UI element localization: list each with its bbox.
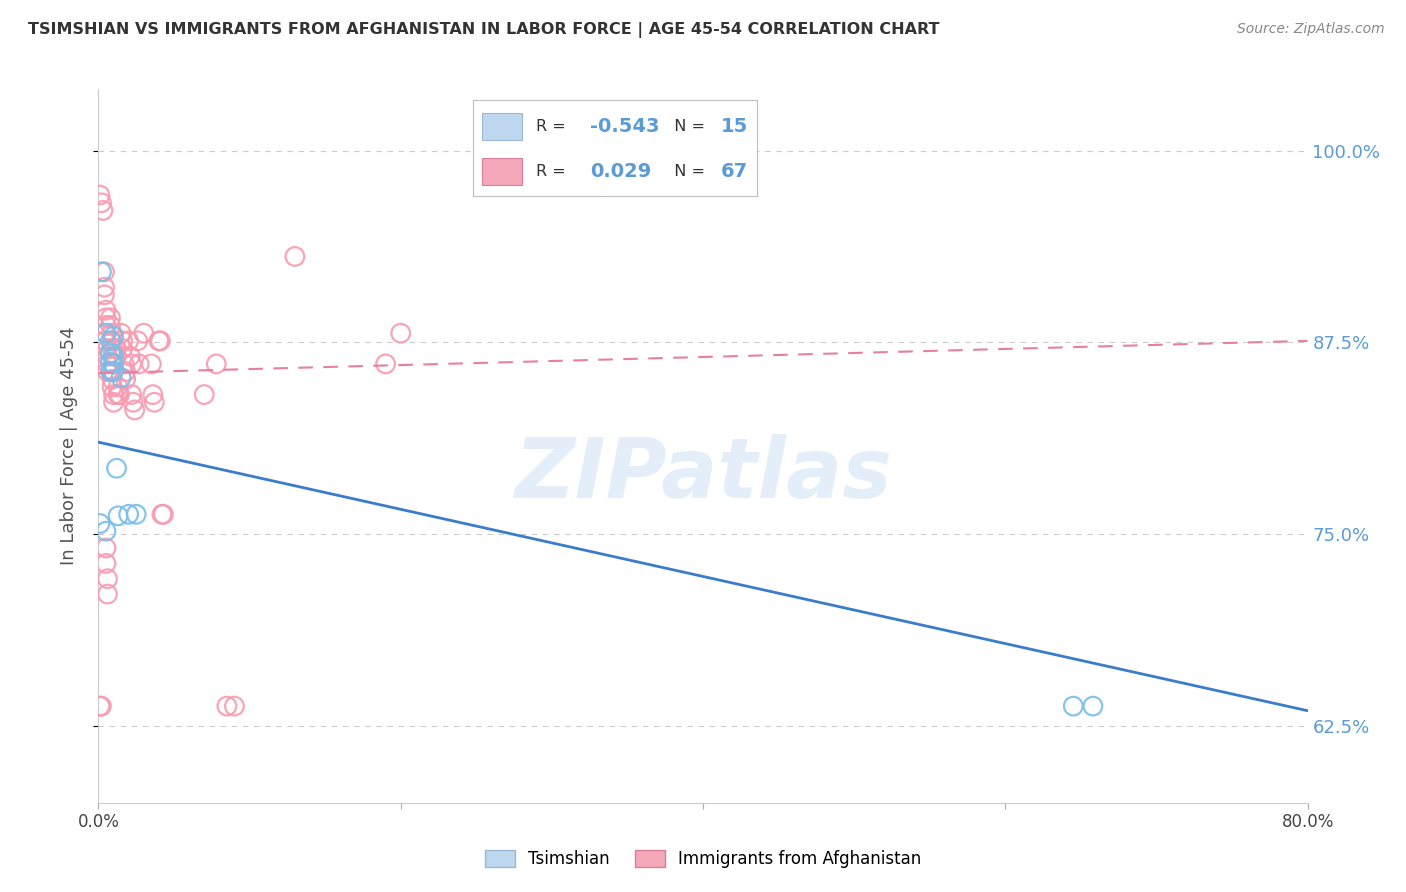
Point [111,334,134,348]
Point [112,357,135,371]
Point [190,822,212,836]
Point [1081,699,1104,714]
Text: ZIPatlas: ZIPatlas [515,434,891,515]
Text: Source: ZipAtlas.com: Source: ZipAtlas.com [1237,22,1385,37]
Point [128,357,150,371]
Point [94,310,117,325]
Point [114,372,136,386]
Point [89,699,111,714]
Point [103,357,125,371]
Point [103,395,125,409]
Point [148,334,170,348]
Point [96,349,118,363]
Point [152,508,174,522]
Point [111,342,134,356]
Point [103,349,125,363]
Point [105,342,128,356]
Point [100,365,122,379]
Point [122,395,145,409]
Point [118,334,141,348]
Point [90,699,112,714]
Point [90,265,112,279]
Point [89,516,111,531]
Point [114,365,136,379]
Point [96,342,118,356]
Point [103,365,125,379]
Point [101,380,124,394]
Point [150,508,173,522]
Point [110,370,132,384]
Point [94,557,117,571]
Point [101,326,124,341]
Point [374,357,396,371]
Point [105,461,128,475]
Point [125,508,148,522]
Legend: Tsimshian, Immigrants from Afghanistan: Tsimshian, Immigrants from Afghanistan [478,843,928,875]
Point [100,355,122,369]
Point [94,541,117,555]
Point [100,318,122,333]
Point [94,334,117,348]
Point [101,372,124,386]
Point [121,357,143,371]
Point [94,326,117,341]
Point [107,380,129,394]
Point [108,387,131,401]
Point [103,329,125,343]
Point [93,288,115,302]
Point [94,524,117,538]
Point [96,357,118,371]
Point [110,326,132,341]
Point [100,310,122,325]
Point [142,387,165,401]
Point [93,280,115,294]
Point [1062,699,1084,714]
Point [224,699,246,714]
Point [132,326,155,341]
Point [205,357,228,371]
Point [91,203,114,218]
Point [107,387,129,401]
Point [120,349,142,363]
Point [94,303,117,318]
Point [141,357,163,371]
Y-axis label: In Labor Force | Age 45-54: In Labor Force | Age 45-54 [59,326,77,566]
Point [118,508,141,522]
Point [127,334,149,348]
Point [100,346,122,360]
Point [101,365,124,379]
Point [389,326,412,341]
Point [284,250,307,264]
Point [96,365,118,379]
Point [107,508,129,523]
Point [193,387,215,401]
Point [101,334,124,348]
Point [121,387,143,401]
Point [149,334,172,348]
Point [124,403,146,417]
Point [94,318,117,333]
Point [105,349,128,363]
Point [215,699,238,714]
Point [89,188,111,202]
Point [103,387,125,401]
Point [100,334,122,348]
Point [143,395,166,409]
Point [101,342,124,356]
Point [96,587,118,601]
Point [96,572,118,586]
Point [90,195,112,210]
Point [104,342,127,356]
Point [93,265,115,279]
Text: TSIMSHIAN VS IMMIGRANTS FROM AFGHANISTAN IN LABOR FORCE | AGE 45-54 CORRELATION : TSIMSHIAN VS IMMIGRANTS FROM AFGHANISTAN… [28,22,939,38]
